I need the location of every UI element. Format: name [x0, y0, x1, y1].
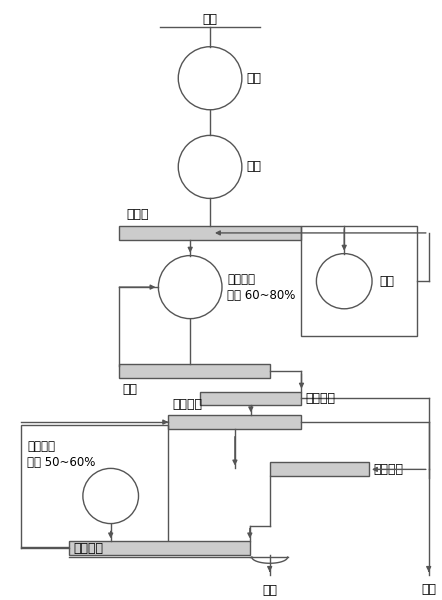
Text: 浓度 60~80%: 浓度 60~80%	[227, 289, 295, 302]
Text: 尾矿: 尾矿	[421, 583, 436, 596]
Text: 二段球磨: 二段球磨	[27, 440, 55, 453]
Bar	[200, 392, 301, 406]
Bar	[118, 226, 301, 240]
Text: 细碎: 细碎	[379, 275, 394, 288]
Text: 分级: 分级	[122, 383, 137, 395]
Text: 精矿: 精矿	[262, 584, 277, 596]
Text: 振动筛: 振动筛	[126, 208, 149, 221]
Text: 粗碎: 粗碎	[247, 72, 262, 85]
Bar	[270, 463, 369, 476]
Text: 二段磁选: 二段磁选	[73, 542, 103, 555]
Bar	[301, 226, 417, 337]
Bar	[118, 364, 270, 378]
Text: 一段球磨: 一段球磨	[227, 273, 255, 286]
Text: 一段磁选: 一段磁选	[305, 392, 335, 405]
Bar	[69, 541, 250, 555]
Text: 原矿: 原矿	[202, 13, 217, 26]
Bar	[21, 425, 168, 547]
Text: 中碎: 中碎	[247, 160, 262, 173]
Text: 三段磁选: 三段磁选	[373, 463, 403, 476]
Text: 高频细筛: 高频细筛	[172, 398, 202, 411]
Bar	[168, 415, 301, 429]
Text: 浓度 50~60%: 浓度 50~60%	[27, 456, 95, 469]
